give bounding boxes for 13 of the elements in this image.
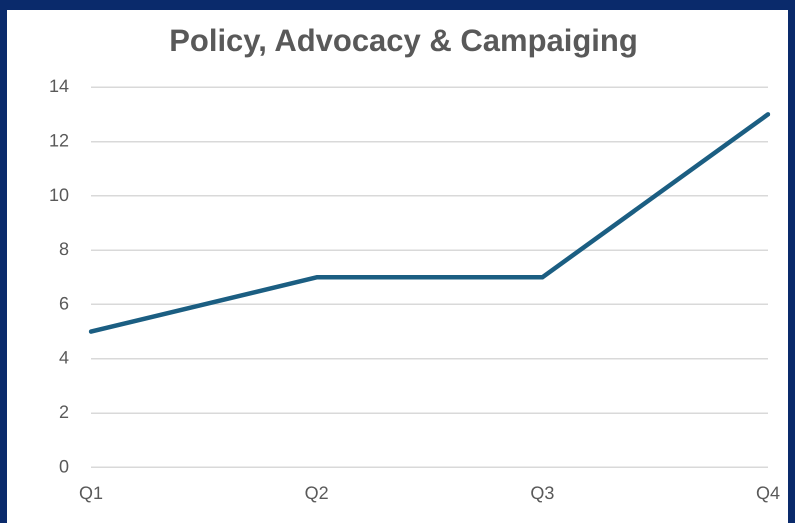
y-tick-label: 6 bbox=[59, 293, 70, 314]
y-tick-label: 4 bbox=[59, 348, 70, 368]
y-tick-label: 8 bbox=[59, 239, 70, 260]
chart-title: Policy, Advocacy & Campaiging bbox=[169, 23, 638, 58]
y-tick-label: 2 bbox=[59, 402, 70, 422]
x-tick-label: Q2 bbox=[304, 483, 329, 504]
y-tick-label: 0 bbox=[59, 456, 70, 476]
y-tick-label: 10 bbox=[48, 184, 70, 205]
y-tick-label: 12 bbox=[48, 130, 70, 150]
y-tick-label: 14 bbox=[48, 76, 70, 96]
x-tick-label: Q4 bbox=[756, 483, 780, 504]
x-tick-label: Q3 bbox=[530, 483, 554, 504]
x-tick-label: Q1 bbox=[79, 483, 104, 504]
